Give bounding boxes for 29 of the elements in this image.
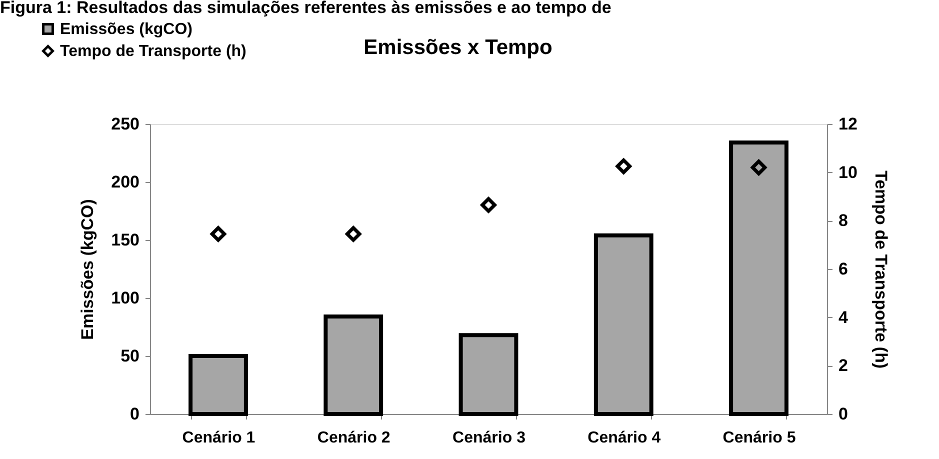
y2-axis-title: Tempo de Transporte (h) bbox=[871, 170, 890, 369]
y2-tick-label: 12 bbox=[838, 114, 858, 134]
y2-tick-label: 2 bbox=[838, 356, 848, 376]
legend-label: Tempo de Transporte (h) bbox=[60, 43, 246, 60]
x-tick-label: Cenário 3 bbox=[452, 430, 526, 446]
y-tick-label: 200 bbox=[111, 172, 140, 192]
x-tick-label: Cenário 4 bbox=[588, 430, 661, 446]
y2-tick-label: 6 bbox=[838, 260, 848, 278]
x-tick-label: Cenário 1 bbox=[182, 430, 256, 446]
x-tick-label: Cenário 5 bbox=[722, 430, 796, 446]
point bbox=[750, 160, 767, 176]
legend-label: Emissões (kgCO) bbox=[60, 21, 192, 38]
y2-tick-label: 8 bbox=[838, 211, 848, 230]
text: Figura 1: Resultados das simulações referentes às emissões e ao tempo de bbox=[0, 0, 612, 17]
y-tick-label: 0 bbox=[130, 404, 140, 424]
point bbox=[345, 226, 362, 242]
x-tick-label: Cenário 2 bbox=[317, 430, 390, 446]
y-tick-label: 250 bbox=[111, 114, 140, 134]
y-axis-title: Emissões (kgCO) bbox=[78, 199, 98, 340]
point bbox=[480, 197, 496, 213]
y-tick-label: 150 bbox=[111, 230, 140, 250]
y2-tick-label: 0 bbox=[838, 404, 848, 424]
y2-tick-label: 10 bbox=[838, 162, 858, 182]
chart-title: Emissões x Tempo bbox=[364, 36, 552, 59]
point bbox=[210, 226, 226, 242]
y-tick-label: 100 bbox=[111, 288, 140, 308]
y2-tick-label: 4 bbox=[838, 308, 848, 327]
y-tick-label: 50 bbox=[120, 346, 140, 366]
point bbox=[616, 158, 632, 174]
